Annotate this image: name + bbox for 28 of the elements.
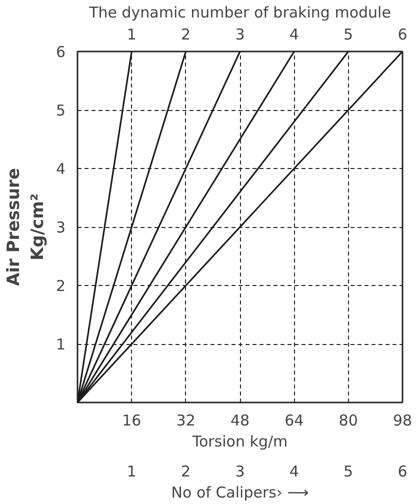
y-tick-label: 1 — [56, 336, 66, 354]
x-tick-label: 5 — [344, 26, 354, 44]
x2-axis-title: The dynamic number of braking module — [88, 4, 391, 22]
x2-tick-label: 6 — [398, 462, 408, 480]
x-tick-label: 3 — [235, 26, 245, 44]
x2-tick-label: 3 — [235, 462, 245, 480]
x2-tick-label: 1 — [126, 462, 136, 480]
x2-tick-label: 4 — [289, 462, 299, 480]
x-tick-label: 6 — [398, 26, 408, 44]
text: 80 — [338, 412, 358, 430]
y-tick-label: 2 — [56, 277, 66, 295]
y-axis-title: Air Pressure Kg/cm² — [4, 168, 48, 286]
text: 98 — [392, 412, 412, 430]
text: 16 — [122, 412, 142, 430]
text: 64 — [284, 412, 304, 430]
y-tick-label: 6 — [56, 43, 66, 61]
x2-tick-label: 5 — [344, 462, 354, 480]
y-tick-label: 4 — [56, 160, 66, 178]
x-axis-title: No of Calipers› ⟶ — [171, 484, 309, 502]
text: 32 — [176, 412, 196, 430]
text: Torsion kg/m — [191, 432, 288, 450]
x-tick-label: 4 — [289, 26, 299, 44]
y-tick-label: 3 — [56, 218, 66, 236]
x-tick-label: 2 — [181, 26, 191, 44]
text: 48 — [230, 412, 250, 430]
x2-tick-label: 2 — [181, 462, 191, 480]
y-tick-label: 5 — [56, 102, 66, 120]
x-tick-label: 1 — [126, 26, 136, 44]
